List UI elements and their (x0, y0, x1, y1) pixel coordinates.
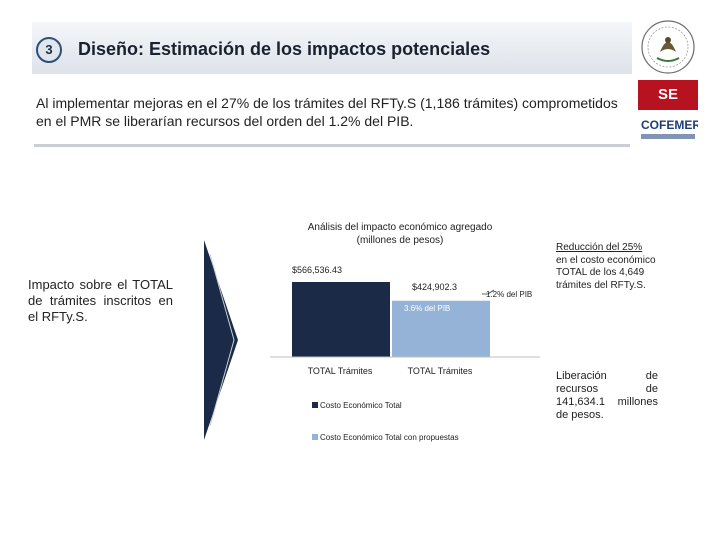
bar-costo-propuestas (392, 300, 490, 357)
data-label-propuestas: $424,902.3 (412, 282, 457, 292)
data-label-total: $566,536.43 (292, 265, 342, 275)
header-bar (32, 22, 632, 74)
reduction-note-body: en el costo económico TOTAL de los 4,649… (556, 254, 656, 291)
bracket-arrow-shape (204, 240, 238, 440)
impact-chart: Análisis del impacto económico agregado … (270, 222, 540, 442)
svg-text:COFEMER: COFEMER (641, 118, 698, 132)
step-number-badge: 3 (36, 37, 62, 63)
annotation-1-2-pib: 1.2% del PIB (486, 290, 532, 299)
se-logo: SE (638, 80, 698, 110)
cofemer-logo: COFEMER (641, 118, 698, 139)
legend-label-total: Costo Económico Total (320, 401, 402, 410)
legend-label-propuestas: Costo Económico Total con propuestas (320, 433, 459, 442)
chart-title: Análisis del impacto económico agregado (308, 222, 493, 233)
reduction-note-headline: Reducción del 25% (556, 242, 643, 253)
impact-label: Impacto sobre el TOTAL de trámites inscr… (28, 277, 173, 324)
category-label-1: TOTAL Trámites (308, 366, 373, 376)
mexico-seal-icon (641, 20, 695, 74)
reduction-note: Reducción del 25% en el costo económico … (556, 242, 656, 292)
slide-title: Diseño: Estimación de los impactos poten… (78, 39, 491, 59)
annotation-3-6-pib: 3.6% del PIB (404, 304, 450, 313)
category-label-2: TOTAL Trámites (408, 366, 473, 376)
divider (34, 144, 630, 147)
bar-costo-total (292, 282, 390, 357)
chart-subtitle: (millones de pesos) (357, 235, 444, 246)
legend-swatch-total (312, 402, 318, 408)
legend-swatch-propuestas (312, 434, 318, 440)
pib-annotation-connector (482, 289, 495, 295)
slide-subtitle: Al implementar mejoras en el 27% de los … (36, 95, 618, 129)
release-note: Liberación de recursos de 141,634.1 mill… (556, 370, 658, 421)
